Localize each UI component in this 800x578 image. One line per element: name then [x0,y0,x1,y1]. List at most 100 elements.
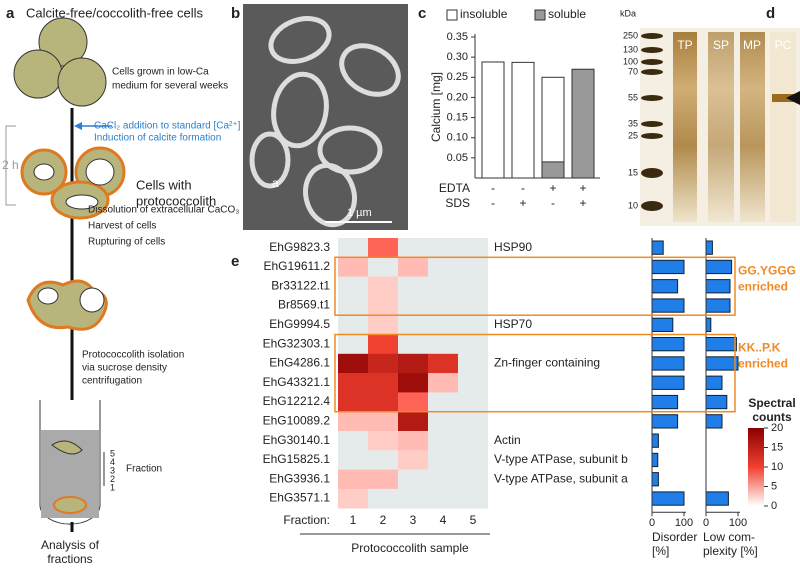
fraction-number: 4 [110,457,115,467]
fraction-number: 5 [110,448,115,458]
marker-label: 130 [623,44,638,54]
heat-cell [428,295,458,316]
disorder-bar [651,472,659,487]
heat-cell [338,276,368,297]
bar-tick-label: 100 [729,517,747,529]
y-tick-label: 0.20 [447,91,468,103]
heat-cell [458,315,488,335]
low-complexity-bar [705,375,723,390]
sign: - [491,196,495,210]
marker-label: 55 [628,92,638,102]
note: Cells with [136,177,192,192]
marker-band [641,121,663,127]
marker-band [641,133,663,139]
heat-cell [458,257,488,277]
duration: 2 h [2,158,19,172]
sign: - [521,181,525,195]
sign: + [579,181,586,195]
heat-cell [338,469,368,490]
heat-cell [398,334,428,355]
row-label: SDS [445,196,470,210]
heat-cell [458,488,488,509]
heat-cell [458,238,488,258]
marker-band [641,33,663,39]
bar-tick-label: 0 [649,517,655,529]
low-complexity-bar [705,240,713,255]
bar-axis-label: [%] [652,544,669,558]
heat-cell [458,353,488,374]
heat-cell [338,315,368,335]
heat-cell [458,450,488,470]
protein-name: EhG3936.1 [269,471,330,485]
disorder-bar [651,337,685,352]
heat-cell [428,334,458,355]
heat-cell [398,392,428,412]
fraction-label: 2 [380,513,387,527]
marker-label: 35 [628,118,638,128]
bar-tick-label: 0 [703,517,709,529]
disorder-bar [651,433,659,448]
heat-cell [338,450,368,470]
step: Dissolution of extracellular CaCO₃ [88,205,239,216]
note: medium for several weeks [112,81,228,92]
heat-cell [368,276,398,297]
marker-band [641,69,663,75]
fraction-label: 1 [350,513,357,527]
heat-cell [398,295,428,316]
disorder-bar [651,491,685,506]
colorbar [748,428,764,506]
heat-cell [398,450,428,470]
heat-cell [368,392,398,412]
heat-cell [398,431,428,451]
heat-cell [368,353,398,374]
heat-cell [398,469,428,490]
marker-band [641,59,663,65]
heat-cell [338,392,368,412]
disorder-bar [651,394,679,410]
heat-cell [428,411,458,432]
heat-cell [398,353,428,374]
heat-cell [398,488,428,509]
heat-cell [428,450,458,470]
sign: - [551,196,555,210]
heat-cell [428,488,458,509]
panel-letter: b [231,5,240,22]
heat-cell [368,257,398,277]
protein-name: EhG10089.2 [263,414,331,428]
group-label: enriched [738,279,788,293]
panel-letter: e [231,253,239,270]
heat-cell [338,257,368,277]
heat-cell [428,276,458,297]
heat-cell [428,469,458,490]
heat-cell [458,431,488,451]
heat-cell [338,411,368,432]
fraction-number: 2 [110,474,115,484]
note: Cells grown in low-Ca [112,67,209,78]
group-box [334,256,736,316]
heat-cell [368,334,398,355]
y-axis-label: Calcium [mg] [429,72,443,142]
group-label: KK..P.K [738,341,781,355]
heat-cell [368,450,398,470]
bar-axis-label: Low com- [703,530,755,544]
x-axis-label: Protococcolith sample [351,541,469,555]
sem-image [243,4,408,230]
disorder-bar [651,356,685,371]
marker-label: 25 [628,130,638,140]
note: Induction of calcite formation [94,133,221,144]
note: via sucrose density [82,363,167,374]
marker-label: 70 [628,66,638,76]
note: Analysis of [41,538,100,552]
heat-cell [428,431,458,451]
fraction-number: 3 [110,465,115,475]
y-tick-label: 0.35 [447,31,468,43]
low-complexity-bar [705,317,712,333]
heat-cell [458,469,488,490]
note: Protococcolith isolation [82,350,184,361]
protein-name: EhG30140.1 [263,433,331,447]
disorder-bar [651,375,685,390]
heat-cell [428,392,458,412]
protein-name: EhG9994.5 [269,317,330,331]
low-complexity-bar [705,414,723,429]
